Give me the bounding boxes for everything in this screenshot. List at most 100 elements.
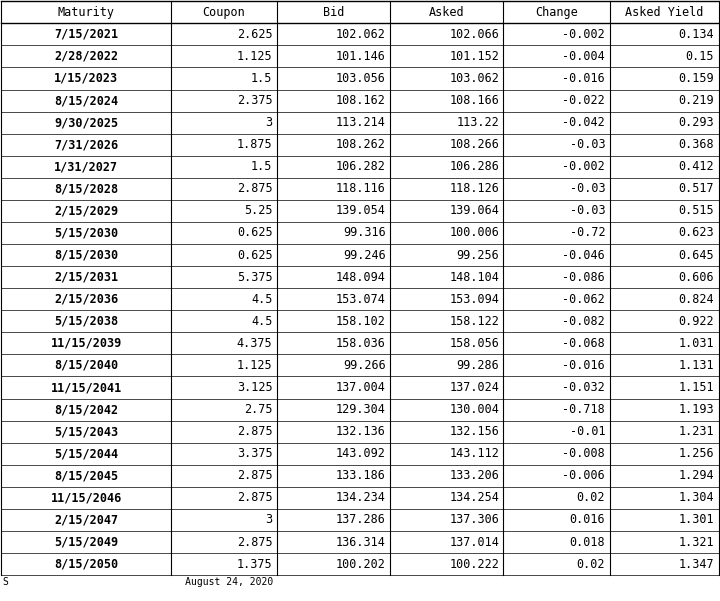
Text: 2.875: 2.875 (237, 535, 272, 549)
Text: 2.625: 2.625 (237, 28, 272, 41)
Text: 1.294: 1.294 (679, 469, 714, 483)
Text: 5/15/2043: 5/15/2043 (54, 425, 118, 438)
Text: -0.03: -0.03 (570, 182, 606, 195)
Text: 1/31/2027: 1/31/2027 (54, 160, 118, 173)
Text: 132.136: 132.136 (336, 425, 386, 438)
Text: 1.231: 1.231 (679, 425, 714, 438)
Text: 4.5: 4.5 (251, 293, 272, 306)
Text: 0.018: 0.018 (570, 535, 606, 549)
Text: 130.004: 130.004 (449, 403, 499, 416)
Text: 2.875: 2.875 (237, 469, 272, 483)
Text: 0.02: 0.02 (577, 558, 606, 570)
Text: 103.056: 103.056 (336, 72, 386, 85)
Text: 0.625: 0.625 (237, 249, 272, 261)
Text: 99.286: 99.286 (456, 359, 499, 372)
Text: -0.022: -0.022 (562, 94, 606, 107)
Text: -0.002: -0.002 (562, 160, 606, 173)
Text: 1.321: 1.321 (679, 535, 714, 549)
Text: 99.246: 99.246 (343, 249, 386, 261)
Text: 103.062: 103.062 (449, 72, 499, 85)
Text: 1.301: 1.301 (679, 513, 714, 526)
Text: 1.125: 1.125 (237, 359, 272, 372)
Text: 11/15/2039: 11/15/2039 (50, 337, 122, 350)
Text: 3.375: 3.375 (237, 447, 272, 460)
Text: 137.306: 137.306 (449, 513, 499, 526)
Text: 100.222: 100.222 (449, 558, 499, 570)
Text: 2/15/2029: 2/15/2029 (54, 204, 118, 218)
Text: 5.375: 5.375 (237, 270, 272, 284)
Text: 1/15/2023: 1/15/2023 (54, 72, 118, 85)
Text: -0.086: -0.086 (562, 270, 606, 284)
Text: -0.046: -0.046 (562, 249, 606, 261)
Text: -0.002: -0.002 (562, 28, 606, 41)
Text: 5/15/2049: 5/15/2049 (54, 535, 118, 549)
Text: 0.515: 0.515 (679, 204, 714, 218)
Text: 11/15/2046: 11/15/2046 (50, 492, 122, 504)
Text: 148.094: 148.094 (336, 270, 386, 284)
Text: 1.131: 1.131 (679, 359, 714, 372)
Text: 1.304: 1.304 (679, 492, 714, 504)
Text: 1.031: 1.031 (679, 337, 714, 350)
Text: 139.064: 139.064 (449, 204, 499, 218)
Text: 0.016: 0.016 (570, 513, 606, 526)
Text: 0.159: 0.159 (679, 72, 714, 85)
Text: -0.006: -0.006 (562, 469, 606, 483)
Text: 11/15/2041: 11/15/2041 (50, 381, 122, 394)
Text: Asked: Asked (429, 6, 464, 19)
Text: 100.202: 100.202 (336, 558, 386, 570)
Text: 1.347: 1.347 (679, 558, 714, 570)
Text: 1.193: 1.193 (679, 403, 714, 416)
Text: 158.036: 158.036 (336, 337, 386, 350)
Text: 102.066: 102.066 (449, 28, 499, 41)
Text: Asked Yield: Asked Yield (625, 6, 703, 19)
Text: 148.104: 148.104 (449, 270, 499, 284)
Text: 134.234: 134.234 (336, 492, 386, 504)
Text: 143.112: 143.112 (449, 447, 499, 460)
Text: 108.266: 108.266 (449, 138, 499, 151)
Text: 5/15/2030: 5/15/2030 (54, 227, 118, 239)
Text: 0.645: 0.645 (679, 249, 714, 261)
Text: 8/15/2040: 8/15/2040 (54, 359, 118, 372)
Text: 1.5: 1.5 (251, 72, 272, 85)
Text: 108.262: 108.262 (336, 138, 386, 151)
Text: 1.875: 1.875 (237, 138, 272, 151)
Text: -0.042: -0.042 (562, 116, 606, 129)
Text: -0.082: -0.082 (562, 315, 606, 328)
Text: 1.375: 1.375 (237, 558, 272, 570)
Text: 137.004: 137.004 (336, 381, 386, 394)
Text: -0.008: -0.008 (562, 447, 606, 460)
Text: 153.094: 153.094 (449, 293, 499, 306)
Text: 129.304: 129.304 (336, 403, 386, 416)
Text: 5.25: 5.25 (244, 204, 272, 218)
Text: 1.5: 1.5 (251, 160, 272, 173)
Text: 137.286: 137.286 (336, 513, 386, 526)
Text: 99.316: 99.316 (343, 227, 386, 239)
Text: 8/15/2024: 8/15/2024 (54, 94, 118, 107)
Text: 2.875: 2.875 (237, 492, 272, 504)
Text: 0.517: 0.517 (679, 182, 714, 195)
Text: 108.166: 108.166 (449, 94, 499, 107)
Text: 4.375: 4.375 (237, 337, 272, 350)
Text: 133.186: 133.186 (336, 469, 386, 483)
Text: 1.125: 1.125 (237, 50, 272, 63)
Text: 0.623: 0.623 (679, 227, 714, 239)
Text: 0.368: 0.368 (679, 138, 714, 151)
Text: 99.256: 99.256 (456, 249, 499, 261)
Text: 153.074: 153.074 (336, 293, 386, 306)
Text: 139.054: 139.054 (336, 204, 386, 218)
Text: 113.214: 113.214 (336, 116, 386, 129)
Text: 2.875: 2.875 (237, 425, 272, 438)
Text: -0.062: -0.062 (562, 293, 606, 306)
Text: Maturity: Maturity (58, 6, 114, 19)
Text: 0.412: 0.412 (679, 160, 714, 173)
Text: 3: 3 (266, 116, 272, 129)
Text: Change: Change (535, 6, 578, 19)
Text: 137.024: 137.024 (449, 381, 499, 394)
Text: 0.293: 0.293 (679, 116, 714, 129)
Text: 2.375: 2.375 (237, 94, 272, 107)
Text: -0.03: -0.03 (570, 138, 606, 151)
Text: 5/15/2044: 5/15/2044 (54, 447, 118, 460)
Text: 101.146: 101.146 (336, 50, 386, 63)
Text: 2.75: 2.75 (244, 403, 272, 416)
Text: 101.152: 101.152 (449, 50, 499, 63)
